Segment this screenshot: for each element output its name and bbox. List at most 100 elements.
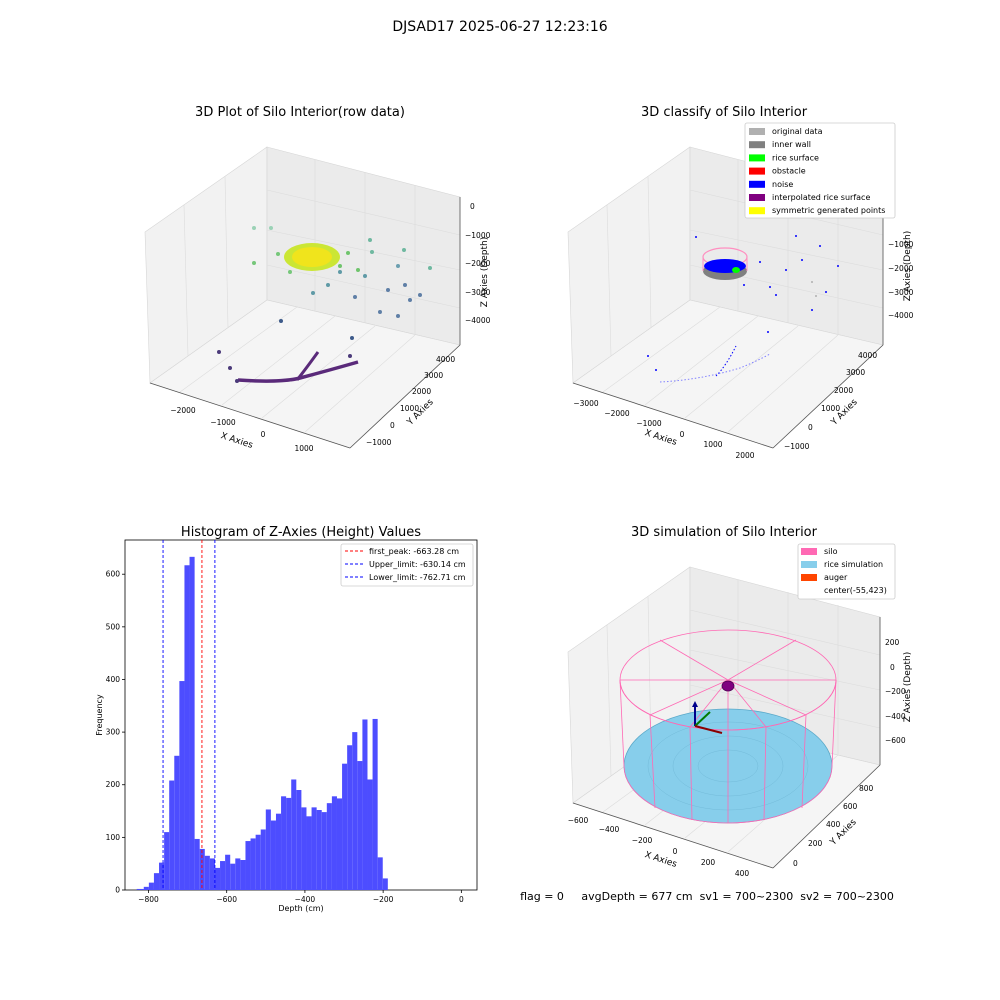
raw-point	[356, 268, 360, 272]
histogram-bar	[169, 780, 175, 890]
raw-x-tick: 0	[261, 430, 266, 439]
histogram-bar	[189, 556, 195, 890]
histogram-bar	[225, 854, 231, 890]
raw-point	[288, 270, 292, 274]
classify-y-tick: 3000	[846, 368, 865, 377]
histogram-bar	[260, 829, 266, 890]
classify-z-tick: −3000	[888, 288, 914, 297]
raw-x-tick: 1000	[294, 444, 313, 453]
histogram-bar	[209, 858, 215, 890]
histogram-x-label: Depth (cm)	[278, 904, 323, 913]
raw-point	[338, 270, 342, 274]
raw-rice-cluster-core	[292, 247, 332, 267]
histogram-bar	[143, 886, 149, 890]
raw-point	[396, 264, 400, 268]
classify-point	[743, 284, 745, 286]
classify-legend-swatch	[749, 128, 765, 135]
raw-point	[370, 250, 374, 254]
histogram-x-tick-label: −400	[295, 895, 316, 904]
raw-x-ticks: −2000 −1000 0 1000	[170, 406, 313, 453]
classify-x-tick: −3000	[573, 399, 599, 408]
raw-point	[363, 274, 367, 278]
histogram-x-tick-label: 0	[459, 895, 464, 904]
raw-y-tick: 0	[390, 421, 395, 430]
raw-x-axis-line	[149, 382, 351, 449]
raw-point	[279, 319, 283, 323]
raw-y-tick: 2000	[412, 387, 431, 396]
raw-point	[348, 354, 352, 358]
classify-y-tick: 2000	[834, 386, 853, 395]
classify-legend-swatch	[749, 194, 765, 201]
simulation-legend-label: center(-55,423)	[824, 586, 887, 595]
histogram-bar	[164, 832, 170, 890]
classify-legend-frame	[744, 122, 896, 219]
simulation-y-axis-line	[772, 764, 881, 869]
classify-y-ticks: −1000 0 1000 2000 3000 4000	[784, 351, 877, 451]
simulation-silo-wireframe	[619, 629, 837, 824]
raw-z-tick: −2000	[465, 259, 491, 268]
raw-x-tick: −2000	[170, 406, 196, 415]
panel-raw-title: 3D Plot of Silo Interior(row data)	[195, 105, 405, 120]
classify-z-ticks: −1000 −2000 −3000 −4000	[888, 240, 914, 320]
classify-x-tick: 2000	[735, 451, 754, 460]
histogram-bar	[367, 779, 373, 890]
histogram-bar	[316, 810, 322, 890]
simulation-legend-label: silo	[824, 547, 838, 556]
classify-point	[815, 295, 817, 297]
raw-z-tick: −4000	[465, 316, 491, 325]
raw-point	[252, 261, 256, 265]
classify-y-axis-line	[772, 344, 884, 449]
histogram-bar	[357, 761, 363, 890]
simulation-z-label: Z Axies (Depth)	[903, 652, 913, 723]
panel-raw-3d: 3D Plot of Silo Interior(row data) −2000…	[144, 105, 491, 453]
classify-legend-swatch	[749, 167, 765, 175]
simulation-legend-swatch	[801, 574, 817, 581]
raw-y-tick: 1000	[400, 404, 419, 413]
histogram-y-tick-label: 200	[106, 780, 121, 789]
raw-point	[408, 298, 412, 302]
panel-simulation-title: 3D simulation of Silo Interior	[631, 525, 818, 540]
histogram-bar	[275, 813, 282, 890]
simulation-scene	[619, 629, 837, 824]
classify-legend-label: noise	[772, 180, 793, 189]
raw-point	[353, 295, 357, 299]
histogram-x-tick-label: −800	[138, 895, 159, 904]
raw-point	[346, 251, 350, 255]
histogram-y-tick-label: 600	[106, 570, 121, 579]
classify-legend-label: rice surface	[772, 153, 819, 162]
classify-points	[647, 235, 839, 383]
classify-noise-trail	[715, 345, 737, 377]
classify-x-axis-line	[572, 382, 774, 449]
simulation-x-tick: −400	[599, 825, 620, 834]
histogram-bar	[265, 809, 271, 890]
classify-point	[785, 269, 787, 271]
classify-point	[811, 281, 813, 283]
classify-legend-label: original data	[772, 127, 823, 136]
simulation-legend-swatch	[801, 548, 817, 555]
histogram-bar	[179, 681, 185, 890]
raw-point	[276, 252, 280, 256]
raw-y-ticks: −1000 0 1000 2000 3000 4000	[366, 355, 455, 447]
histogram-bar	[214, 867, 221, 890]
histogram-bar	[270, 820, 276, 890]
classify-noise-trail-2	[659, 353, 771, 383]
raw-z-tick: −3000	[465, 288, 491, 297]
simulation-auger	[721, 680, 735, 692]
histogram-bar	[148, 882, 154, 890]
classify-point	[837, 265, 839, 267]
classify-point	[769, 286, 771, 288]
raw-point	[396, 314, 400, 318]
histogram-bar	[326, 803, 332, 890]
histogram-bar	[382, 878, 388, 890]
histogram-y-tick-label: 500	[106, 622, 121, 631]
simulation-x-ticks: −600 −400 −200 0 200 400	[568, 816, 750, 878]
histogram-bar	[255, 834, 261, 890]
simulation-x-tick: 400	[735, 869, 750, 878]
raw-point	[402, 248, 406, 252]
raw-y-tick: 4000	[436, 355, 455, 364]
histogram-bar	[377, 857, 383, 890]
simulation-y-tick: 200	[808, 839, 823, 848]
classify-point	[655, 369, 657, 371]
raw-x-tick: −1000	[210, 418, 236, 427]
classify-point	[767, 331, 769, 333]
